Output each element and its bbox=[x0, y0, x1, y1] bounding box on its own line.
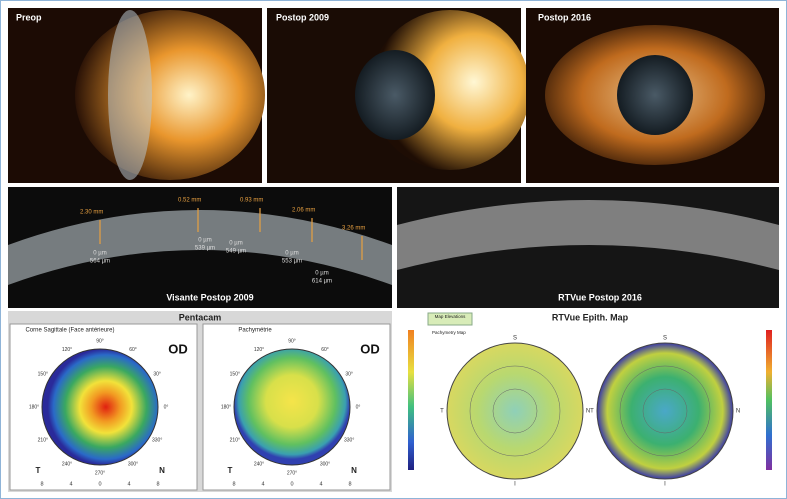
angle-label: 0° bbox=[164, 404, 169, 410]
compass-label: S bbox=[663, 336, 667, 342]
angle-label: 150° bbox=[38, 371, 48, 377]
side-label: N bbox=[351, 466, 357, 475]
angle-label: 240° bbox=[254, 461, 264, 467]
axis-tick-label: 4 bbox=[127, 481, 130, 487]
axis-tick-label: 0 bbox=[98, 481, 101, 487]
depth-label: 0 µm bbox=[315, 271, 328, 277]
angle-label: 120° bbox=[254, 347, 264, 353]
angle-label: 180° bbox=[29, 404, 39, 410]
photo-label: Preop bbox=[16, 12, 42, 22]
angle-label: 180° bbox=[221, 404, 231, 410]
visante-scan bbox=[8, 187, 392, 308]
thickness-label: 549 µm bbox=[226, 249, 246, 255]
axis-tick-label: 4 bbox=[69, 481, 72, 487]
photo-postop-2009 bbox=[267, 8, 530, 183]
eye-label: OD bbox=[360, 341, 380, 356]
distance-label: 3.26 mm bbox=[342, 226, 365, 232]
distance-label: 2.30 mm bbox=[80, 210, 103, 216]
photo-postop-2016 bbox=[526, 8, 779, 183]
compass-label: N bbox=[736, 409, 740, 415]
depth-label: 0 µm bbox=[93, 251, 106, 257]
axis-tick-label: 8 bbox=[156, 481, 159, 487]
sagittal-map bbox=[41, 348, 159, 466]
map-title: RTVue Epith. Map bbox=[552, 312, 629, 322]
side-label: N bbox=[159, 466, 165, 475]
legend-title: Map Elevations bbox=[435, 314, 467, 319]
color-scale bbox=[766, 330, 772, 470]
angle-label: 120° bbox=[62, 347, 72, 353]
depth-label: 0 µm bbox=[285, 251, 298, 257]
depth-label: 0 µm bbox=[229, 241, 242, 247]
compass-label: T bbox=[590, 409, 594, 415]
scan-label: RTVue Postop 2016 bbox=[558, 292, 642, 302]
panel-title: Corne Sagittale (Face antérieure) bbox=[25, 328, 114, 334]
axis-tick-label: 4 bbox=[319, 481, 322, 487]
map-label: Pachymetry Map bbox=[432, 330, 466, 335]
distance-label: 2.06 mm bbox=[292, 208, 315, 214]
angle-label: 90° bbox=[96, 338, 104, 344]
distance-label: 0.52 mm bbox=[178, 198, 201, 204]
eye-label: OD bbox=[168, 341, 188, 356]
thickness-label: 553 µm bbox=[282, 259, 302, 265]
compass-label: I bbox=[514, 482, 516, 488]
side-label: T bbox=[36, 466, 41, 475]
pachymetry-map bbox=[233, 348, 351, 466]
angle-label: 270° bbox=[287, 470, 297, 476]
angle-label: 30° bbox=[153, 371, 161, 377]
compass-label: T bbox=[440, 409, 444, 415]
angle-label: 300° bbox=[320, 461, 330, 467]
angle-label: 300° bbox=[128, 461, 138, 467]
angle-label: 240° bbox=[62, 461, 72, 467]
photo-label: Postop 2009 bbox=[276, 12, 329, 22]
compass-label: S bbox=[513, 336, 517, 342]
angle-label: 0° bbox=[356, 404, 361, 410]
axis-tick-label: 0 bbox=[290, 481, 293, 487]
angle-label: 210° bbox=[230, 437, 240, 443]
epithelium-difference-map bbox=[596, 342, 734, 480]
axis-tick-label: 8 bbox=[40, 481, 43, 487]
rtvue-scan bbox=[397, 187, 779, 308]
axis-tick-label: 4 bbox=[261, 481, 264, 487]
angle-label: 210° bbox=[38, 437, 48, 443]
distance-label: 0.93 mm bbox=[240, 198, 263, 204]
color-scale bbox=[408, 330, 414, 470]
thickness-label: 564 µm bbox=[90, 259, 110, 265]
angle-label: 30° bbox=[345, 371, 353, 377]
angle-label: 330° bbox=[344, 437, 354, 443]
compass-label: N bbox=[586, 409, 590, 415]
angle-label: 60° bbox=[321, 347, 329, 353]
legend-box bbox=[427, 312, 473, 326]
angle-label: 60° bbox=[129, 347, 137, 353]
angle-label: 270° bbox=[95, 470, 105, 476]
thickness-label: 539 µm bbox=[195, 246, 215, 252]
panel-title: Pachymétrie bbox=[238, 328, 272, 334]
epithelium-map bbox=[446, 342, 584, 480]
scan-label: Visante Postop 2009 bbox=[166, 292, 253, 302]
compass-label: I bbox=[664, 482, 666, 488]
angle-label: 90° bbox=[288, 338, 296, 344]
axis-tick-label: 8 bbox=[232, 481, 235, 487]
thickness-label: 614 µm bbox=[312, 279, 332, 285]
pentacam-title: Pentacam bbox=[179, 312, 222, 322]
angle-label: 150° bbox=[230, 371, 240, 377]
angle-label: 330° bbox=[152, 437, 162, 443]
photo-preop bbox=[8, 8, 265, 183]
depth-label: 0 µm bbox=[198, 238, 211, 244]
photo-label: Postop 2016 bbox=[538, 12, 591, 22]
side-label: T bbox=[228, 466, 233, 475]
axis-tick-label: 8 bbox=[348, 481, 351, 487]
